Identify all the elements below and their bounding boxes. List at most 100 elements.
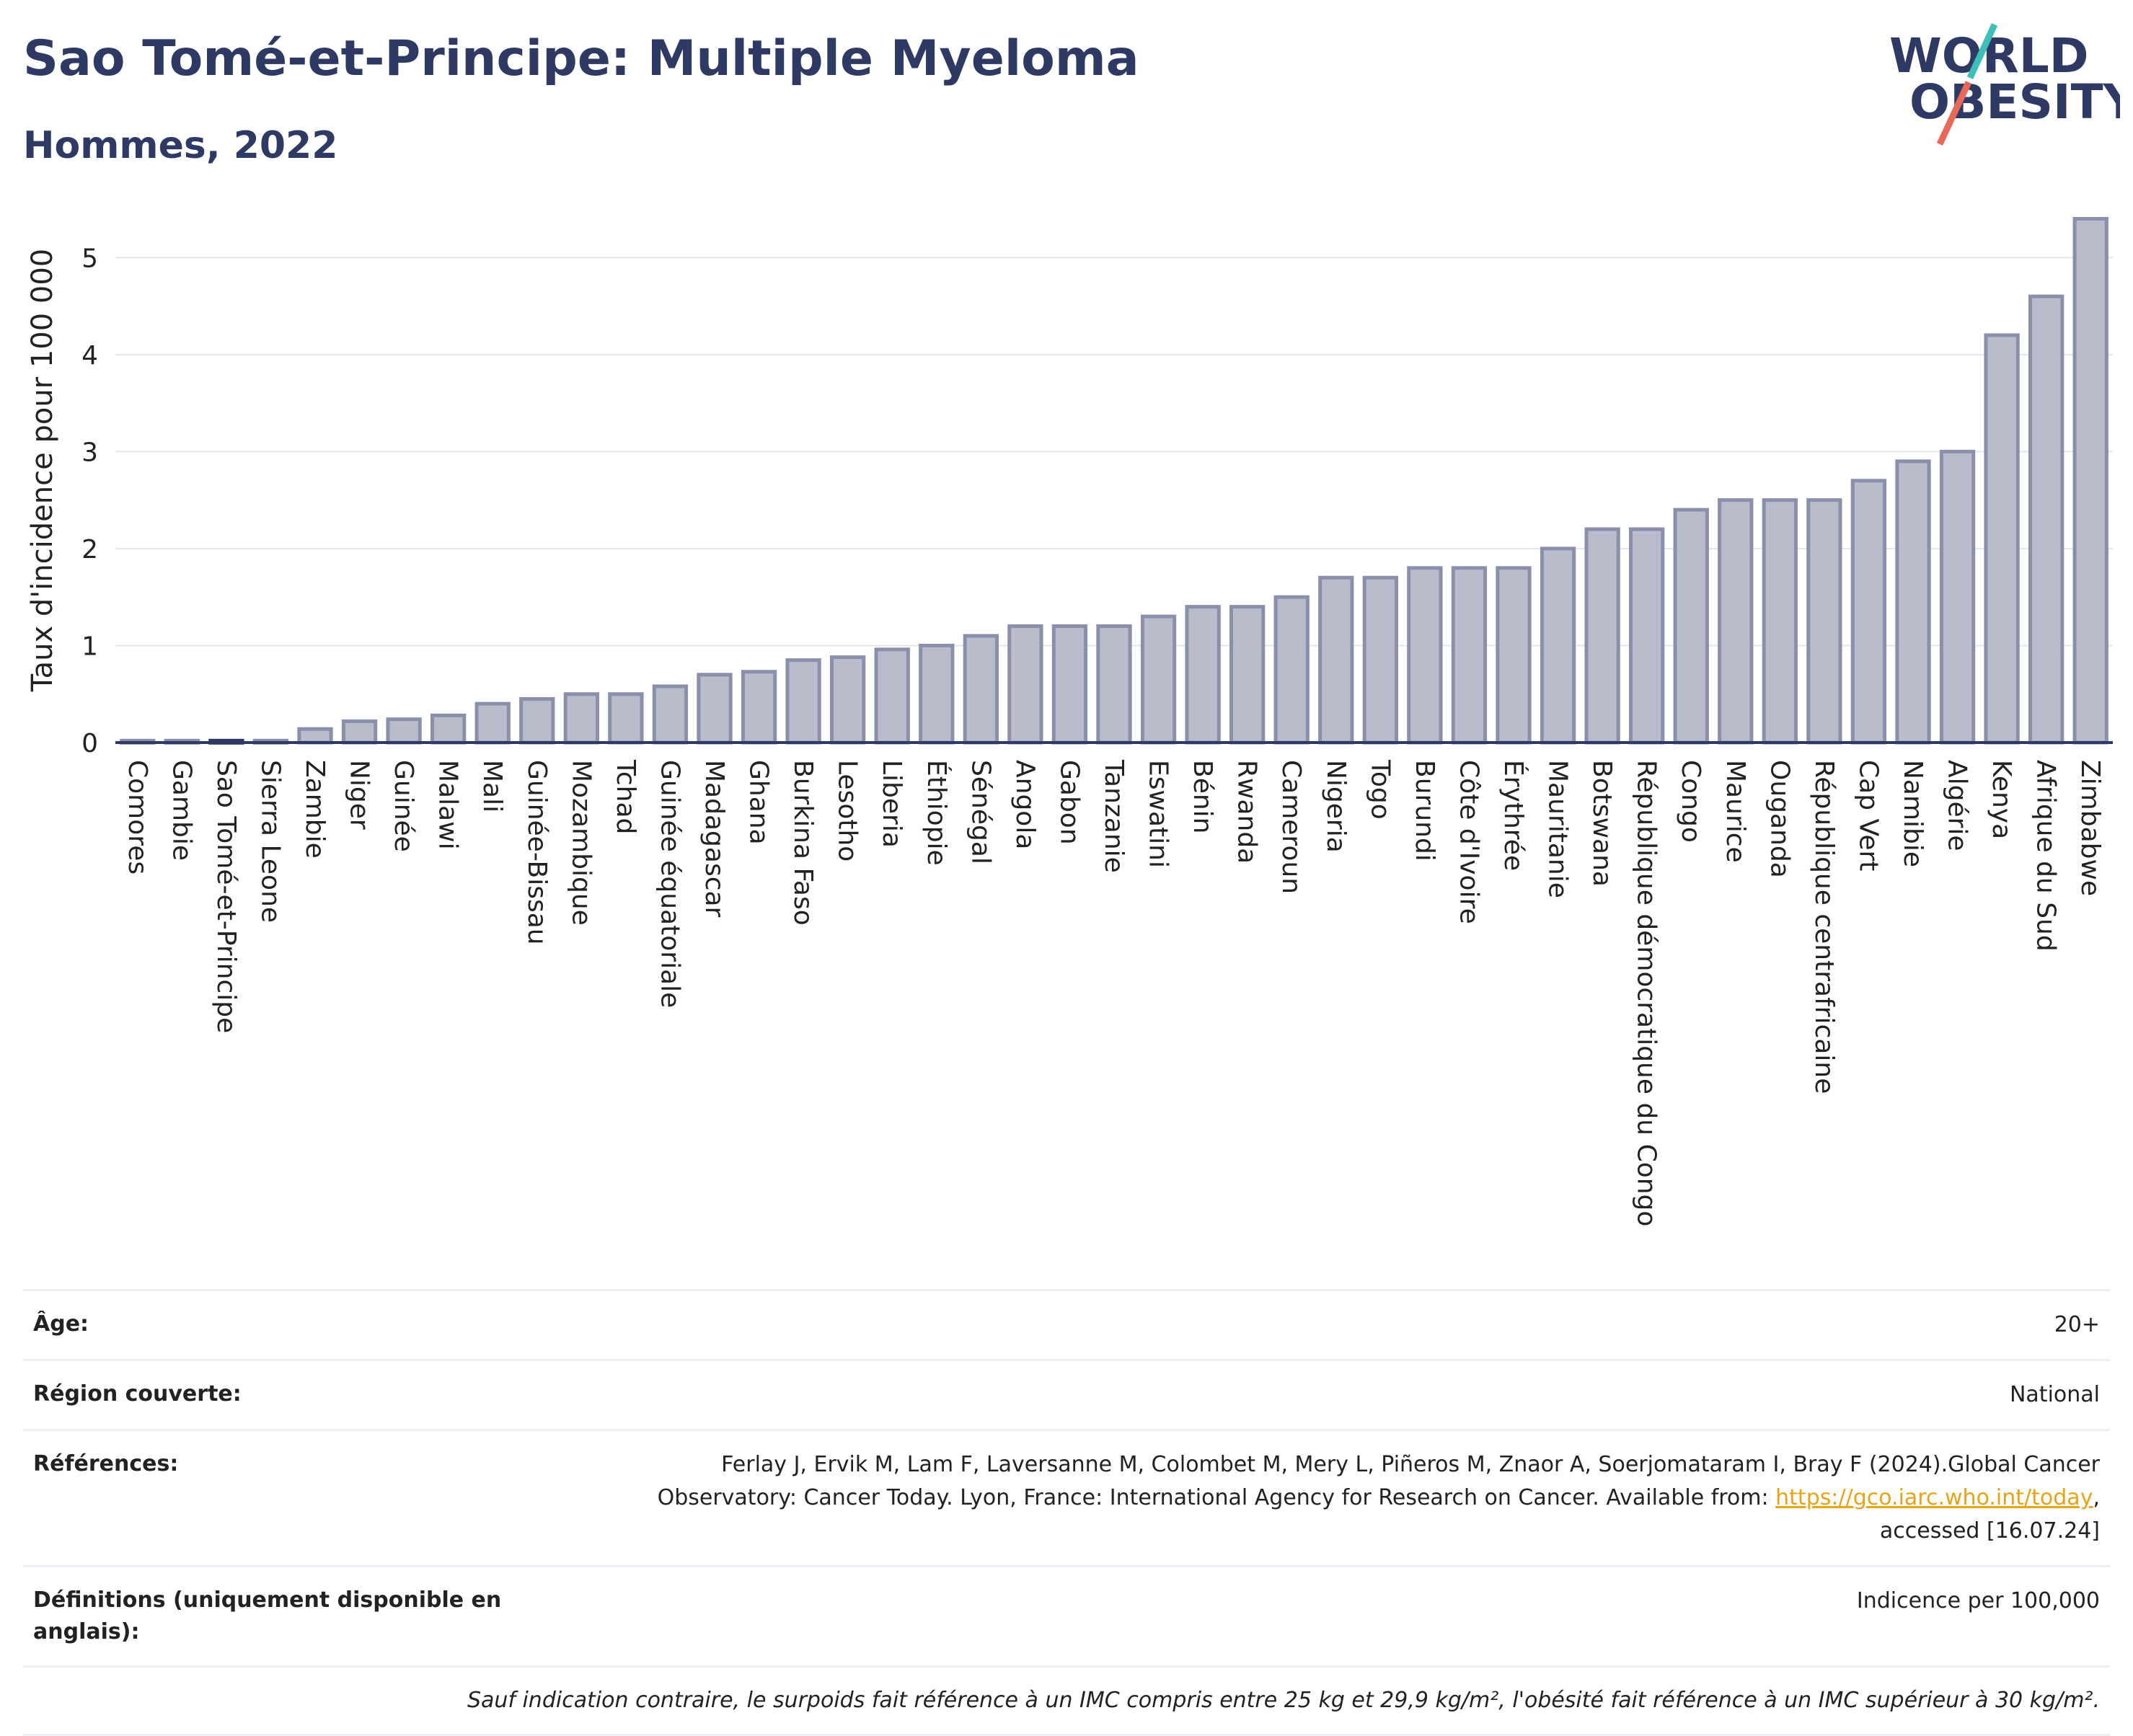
age-label: Âge: [33, 1311, 89, 1337]
x-tick-label: Guinée-Bissau [522, 760, 552, 945]
bar [785, 658, 821, 745]
x-tick-label: Mozambique [566, 760, 596, 926]
x-tick-label: Guinée équatoriale [655, 760, 684, 1008]
x-tick-label: Sierra Leone [255, 760, 285, 923]
x-tick-label: Cameroun [1276, 760, 1306, 894]
bar [1673, 508, 1709, 745]
bar [697, 673, 733, 745]
x-tick-label: Angola [1010, 760, 1040, 849]
logo-slash-bottom [1936, 81, 1972, 146]
x-tick-label: République démocratique du Congo [1632, 760, 1661, 1226]
x-tick-label: Cap Vert [1853, 760, 1883, 871]
x-tick-label: Éthiopie [922, 760, 952, 866]
bar [1185, 605, 1221, 745]
x-tick-label: Ghana [744, 760, 774, 845]
x-tick-label: Comores [123, 760, 152, 874]
x-tick-label: Sao Tomé-et-Principe [211, 760, 241, 1033]
references-link[interactable]: https://gco.iarc.who.int/today [1775, 1485, 2093, 1510]
bar [1140, 614, 1177, 745]
bar [830, 655, 866, 745]
region-value: National [2009, 1382, 2100, 1407]
x-tick-label: Zambie [300, 760, 330, 859]
x-tick-label: Guinée [389, 760, 418, 852]
meta-row-references: Références: Ferlay J, Ervik M, Lam F, La… [23, 1429, 2110, 1565]
x-tick-label: Sénégal [966, 760, 995, 864]
references-text-3: , [2093, 1485, 2100, 1510]
metadata-table: Âge: 20+ Région couverte: National Référ… [23, 1289, 2110, 1736]
x-tick-label: Burundi [1410, 760, 1439, 862]
x-tick-label: Algérie [1943, 760, 1972, 851]
bar [341, 719, 378, 745]
bar [1584, 527, 1620, 745]
x-tick-label: Tanzanie [1099, 759, 1129, 873]
chart-subtitle: Hommes, 2022 [23, 124, 338, 167]
bar [1273, 595, 1310, 745]
bar [1451, 566, 1488, 745]
bar [1850, 479, 1887, 745]
meta-row-age: Âge: 20+ [23, 1289, 2110, 1359]
region-label: Région couverte: [33, 1381, 242, 1407]
bar [1984, 333, 2020, 745]
bar [1051, 624, 1088, 745]
references-text-1: Ferlay J, Ervik M, Lam F, Laversanne M, … [721, 1452, 2100, 1477]
x-tick-label: Rwanda [1232, 760, 1262, 864]
bar [1939, 449, 1976, 745]
x-tick-label: Afrique du Sud [2031, 760, 2061, 952]
meta-row-definitions: Définitions (uniquement disponible en an… [23, 1565, 2110, 1665]
x-tick-label: Namibie [1898, 760, 1927, 867]
x-tick-label: Érythrée [1498, 760, 1529, 871]
x-tick-label: Mali [477, 760, 507, 812]
x-tick-label: Zimbabwe [2075, 760, 2105, 896]
x-tick-label: Mauritanie [1543, 760, 1573, 898]
x-tick-label: Kenya [1987, 760, 2016, 839]
y-tick-label: 1 [81, 632, 98, 661]
x-tick-labels: Comores Gambie Sao Tomé-et-Principe Sierra … [123, 759, 2105, 1226]
x-tick-label: Eswatini [1144, 760, 1173, 868]
y-axis-title: Taux d'incidence pour 100 000 [26, 249, 59, 692]
bar [1540, 546, 1576, 745]
x-tick-label: Burkina Faso [788, 760, 818, 926]
bar [1762, 498, 1798, 745]
bar [1496, 566, 1532, 745]
y-tick-label: 4 [81, 341, 98, 371]
definitions-label: Définitions (uniquement disponible en an… [33, 1587, 502, 1644]
age-value: 20+ [2054, 1312, 2100, 1337]
x-tick-label: République centrafricaine [1809, 760, 1839, 1094]
bar [474, 701, 511, 745]
bar [1096, 624, 1132, 745]
x-tick-label: Côte d'Ivoire [1454, 760, 1483, 924]
world-obesity-logo: WORLD OBESITY [1889, 23, 2120, 146]
x-tick-label: Congo [1676, 760, 1705, 843]
logo-line2: OBESITY [1909, 74, 2120, 130]
bar [1895, 459, 1931, 745]
x-tick-label: Bénin [1188, 760, 1217, 833]
bar [1318, 575, 1354, 745]
bar [1007, 624, 1043, 745]
bar [608, 692, 644, 745]
bars [120, 216, 2108, 745]
bar [519, 696, 555, 745]
y-tick-label: 2 [81, 535, 98, 564]
definitions-value: Indicence per 100,000 [1856, 1588, 2100, 1613]
bar [1718, 498, 1754, 745]
bar [741, 670, 777, 745]
x-tick-label: Liberia [877, 760, 906, 848]
references-text-4: accessed [16.07.24] [1879, 1518, 2100, 1544]
x-tick-label: Gambie [167, 760, 196, 861]
bar [874, 647, 910, 745]
bar [297, 727, 333, 745]
x-tick-label: Madagascar [699, 760, 729, 918]
references-label: Références: [33, 1451, 179, 1476]
references-value: Ferlay J, Ervik M, Lam F, Laversanne M, … [658, 1448, 2100, 1548]
x-tick-label: Tchad [611, 759, 640, 834]
x-tick-label: Ouganda [1765, 760, 1794, 878]
x-tick-label: Lesotho [833, 760, 862, 862]
bar [386, 717, 422, 745]
bar-chart: Comores Gambie Sao Tomé-et-Principe Sierra … [26, 216, 2113, 1226]
meta-row-region: Région couverte: National [23, 1359, 2110, 1429]
x-tick-label: Gabon [1054, 760, 1084, 845]
x-tick-label: Nigeria [1321, 760, 1351, 853]
bar [2028, 294, 2064, 745]
bar [1407, 566, 1443, 745]
y-tick-labels: 0 1 2 3 4 5 [81, 244, 98, 758]
